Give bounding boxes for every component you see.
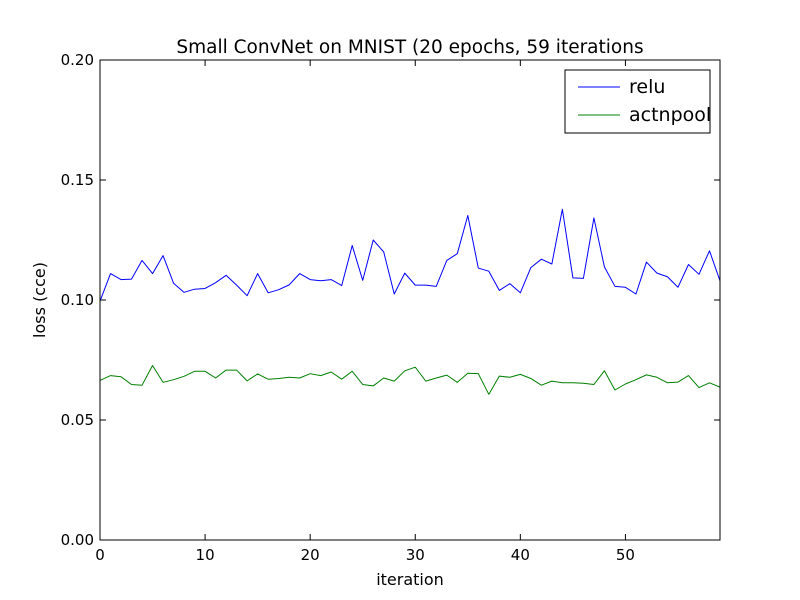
x-tick-label: 10 — [196, 546, 215, 564]
series-layer — [99, 208, 721, 395]
legend-box — [564, 69, 711, 134]
x-tick-label: 40 — [511, 546, 530, 564]
x-axis: 0 10 20 30 40 50 — [95, 60, 635, 564]
y-tick-label: 0.15 — [61, 171, 94, 189]
y-tick-label: 0.10 — [61, 291, 94, 309]
y-tick-label: 0.05 — [61, 411, 94, 429]
legend-label-actnpool: actnpool — [629, 104, 711, 126]
x-tick-label: 50 — [616, 546, 635, 564]
y-tick-label: 0.00 — [61, 531, 94, 549]
legend: relu actnpool — [564, 69, 711, 134]
x-axis-label: iteration — [376, 570, 444, 589]
chart-title: Small ConvNet on MNIST (20 epochs, 59 it… — [176, 37, 643, 58]
x-tick-label: 0 — [95, 546, 105, 564]
y-axis: 0.00 0.05 0.10 0.15 0.20 — [61, 51, 720, 549]
y-axis-label: loss (cce) — [30, 262, 49, 338]
x-tick-label: 20 — [301, 546, 320, 564]
series-line-actnpool — [99, 365, 721, 395]
series-line-relu — [99, 208, 721, 302]
y-tick-label: 0.20 — [61, 51, 94, 69]
legend-label-relu: relu — [629, 76, 665, 98]
x-tick-label: 30 — [406, 546, 425, 564]
